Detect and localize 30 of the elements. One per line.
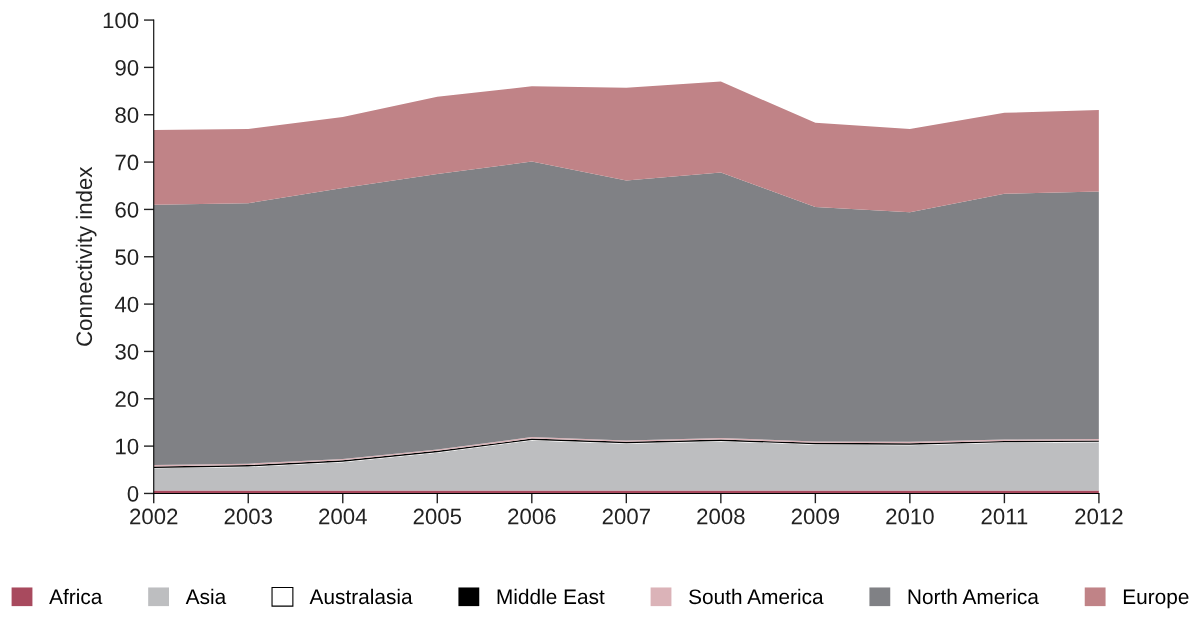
legend-label: South America bbox=[689, 588, 824, 605]
x-tick-label: 2008 bbox=[697, 508, 745, 525]
legend-label: Asia bbox=[185, 588, 227, 605]
x-tick-label: 2002 bbox=[130, 508, 178, 525]
x-tick-label: 2011 bbox=[981, 508, 1028, 525]
y-tick-label: 80 bbox=[115, 107, 139, 124]
y-tick-label: 10 bbox=[116, 438, 139, 455]
y-tick-label: 70 bbox=[115, 154, 139, 171]
x-tick-label: 2005 bbox=[413, 508, 462, 525]
y-tick-label: 0 bbox=[127, 485, 139, 502]
y-tick-label: 90 bbox=[115, 59, 139, 76]
legend-label: Africa bbox=[49, 588, 103, 605]
legend-label: Middle East bbox=[497, 588, 605, 605]
x-tick-label: 2009 bbox=[791, 508, 840, 525]
legend-label: Australasia bbox=[309, 588, 413, 605]
x-tick-label: 2006 bbox=[508, 508, 556, 525]
y-axis-title: Connectivity index bbox=[75, 166, 97, 346]
y-tick-label: 60 bbox=[115, 201, 139, 218]
x-tick-label: 2010 bbox=[886, 508, 934, 525]
x-tick-label: 2012 bbox=[1075, 508, 1123, 525]
legend-label: North America bbox=[908, 588, 1039, 605]
legend-label: Europe bbox=[1123, 589, 1189, 609]
x-tick-label: 2004 bbox=[319, 508, 367, 525]
y-tick-label: 50 bbox=[115, 249, 139, 266]
x-tick-label: 2007 bbox=[602, 508, 650, 525]
x-tick-label: 2003 bbox=[224, 508, 272, 525]
y-tick-label: 100 bbox=[103, 12, 139, 29]
y-tick-label: 30 bbox=[115, 343, 139, 360]
y-tick-label: 40 bbox=[114, 296, 139, 313]
y-tick-label: 20 bbox=[115, 391, 139, 408]
